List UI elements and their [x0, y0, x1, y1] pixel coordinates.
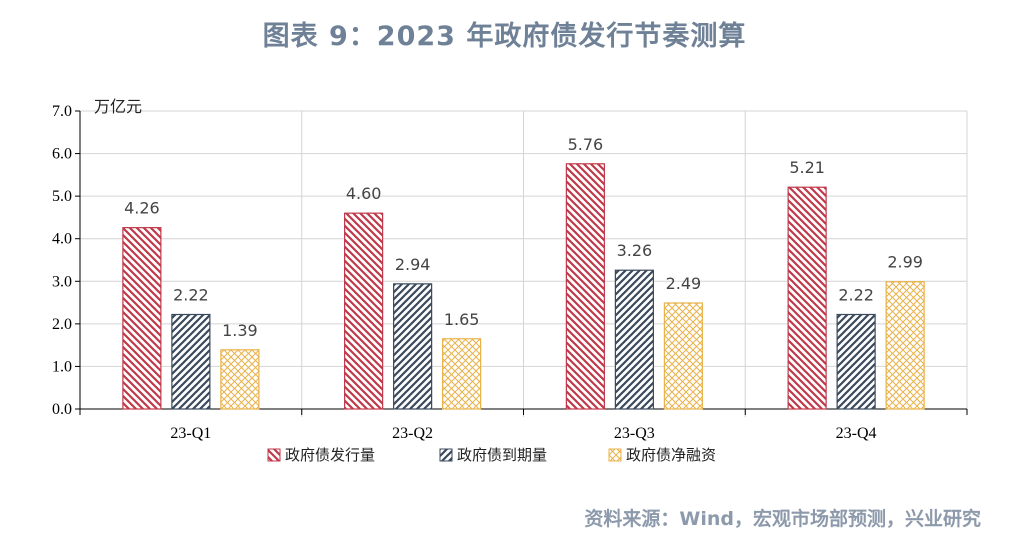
chart-title: 图表 9：2023 年政府债发行节奏测算 [262, 21, 747, 52]
bar-2-23-Q3 [614, 269, 654, 410]
bar-1-23-Q4 [787, 186, 827, 410]
bars [122, 163, 925, 410]
y-tick-label: 1.0 [52, 358, 72, 375]
bar-1-23-Q3 [565, 163, 605, 410]
data-label: 2.94 [395, 255, 431, 274]
bar-2-23-Q1 [171, 313, 211, 410]
y-tick-label: 5.0 [52, 188, 72, 205]
data-label: 2.22 [838, 285, 874, 304]
gridlines [80, 110, 968, 417]
y-tick-label: 4.0 [52, 231, 72, 248]
data-labels: 4.26 2.22 1.39 4.60 2.94 1.65 5.76 3.26 2.49 5.21… [124, 135, 923, 340]
bar-2-23-Q4 [836, 313, 876, 410]
bar-2-23-Q2 [393, 283, 433, 410]
legend-label: 政府债净融资 [626, 446, 716, 464]
data-label: 4.60 [346, 184, 382, 203]
data-label: 5.21 [789, 158, 825, 177]
y-tick-label: 3.0 [52, 273, 72, 290]
y-tick-label: 6.0 [52, 146, 72, 163]
x-tick-label: 23-Q4 [836, 425, 877, 442]
data-label: 2.99 [887, 253, 923, 272]
data-label: 1.39 [222, 321, 258, 340]
bar-3-23-Q1 [220, 349, 260, 410]
y-tick-label: 7.0 [52, 103, 72, 120]
legend-label: 政府债发行量 [285, 446, 375, 464]
bar-1-23-Q1 [122, 227, 162, 410]
y-tick-label: 2.0 [52, 316, 72, 333]
data-label: 4.26 [124, 199, 160, 218]
legend-label: 政府债到期量 [457, 446, 547, 464]
source-note: 资料来源：Wind，宏观市场部预测，兴业研究 [584, 508, 981, 530]
data-label: 1.65 [444, 310, 480, 329]
bar-1-23-Q2 [344, 212, 384, 410]
data-label: 2.49 [666, 274, 702, 293]
x-tick-label: 23-Q1 [170, 425, 211, 442]
bar-3-23-Q3 [663, 302, 703, 410]
y-axis-unit-label: 万亿元 [94, 97, 142, 116]
data-label: 2.22 [173, 285, 209, 304]
legend: 政府债发行量 政府债到期量 政府债净融资 [267, 446, 716, 464]
bar-3-23-Q4 [885, 281, 925, 410]
data-label: 3.26 [617, 241, 653, 260]
x-tick-label: 23-Q3 [614, 425, 655, 442]
bar-chart: 0.0 1.0 2.0 3.0 4.0 5.0 6.0 7.0 23-Q1 23-Q2 23-Q3 2… [52, 97, 968, 464]
bar-3-23-Q2 [442, 338, 482, 410]
y-tick-label: 0.0 [52, 401, 72, 418]
x-tick-label: 23-Q2 [392, 425, 433, 442]
data-label: 5.76 [568, 135, 604, 154]
legend-swatch [608, 448, 622, 462]
legend-swatch [267, 448, 281, 462]
legend-swatch [439, 448, 453, 462]
